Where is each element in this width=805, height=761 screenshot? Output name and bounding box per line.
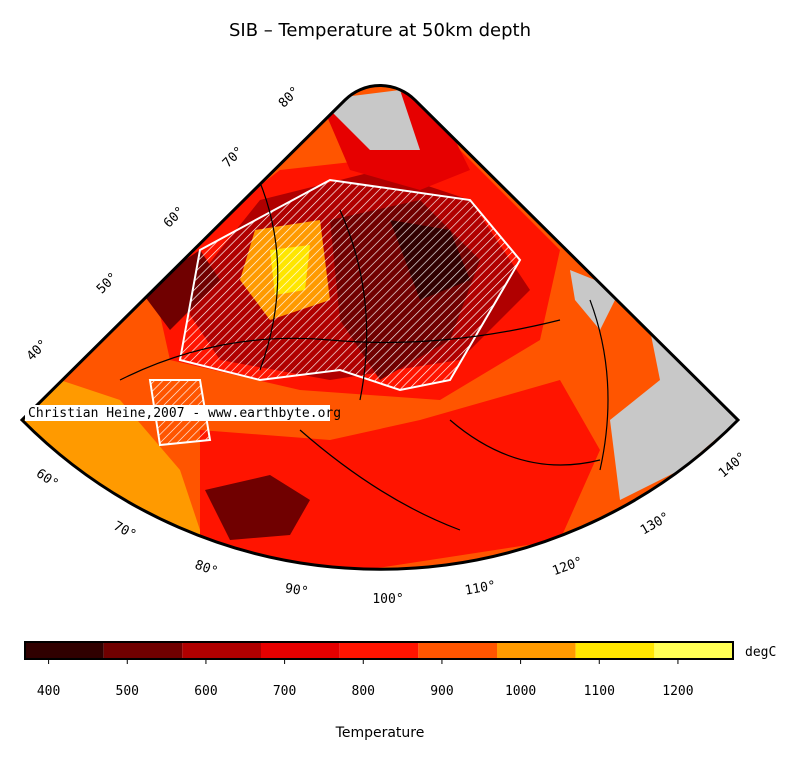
map	[22, 85, 738, 570]
colorbar-label: Temperature	[335, 725, 425, 741]
colorbar-bin	[261, 642, 340, 659]
colorbar-bin	[103, 642, 183, 659]
colorbar-bin	[497, 642, 576, 659]
colorbar-unit: degC	[745, 645, 776, 660]
coastline	[119, 159, 609, 531]
colorbar-tick-label: 400	[37, 684, 60, 699]
hatched-craton	[178, 178, 522, 392]
latitude-label: 40°	[24, 337, 51, 364]
longitude-label: 100°	[372, 592, 403, 607]
colorbar-tick-label: 600	[194, 684, 217, 699]
longitude-label: 130°	[638, 510, 673, 539]
colorbar-bin	[25, 642, 104, 659]
longitude-label: 60°	[33, 466, 61, 492]
colorbar-bin	[339, 642, 419, 659]
map-land-nodata	[610, 280, 738, 500]
watermark-box	[25, 405, 330, 421]
longitude-label: 90°	[284, 581, 310, 600]
latitude-label: 60°	[161, 204, 188, 231]
colorbar-tick-label: 500	[116, 684, 139, 699]
colorbar-tick-label: 1200	[662, 684, 693, 699]
latitude-label: 70°	[220, 144, 247, 171]
latitude-label: 80°	[276, 84, 303, 111]
map-frame	[19, 84, 741, 571]
colorbar-bin	[182, 642, 261, 659]
colorbar-tick-label: 700	[273, 684, 296, 699]
colorbar-tick-label: 1100	[584, 684, 615, 699]
map-land-nodata	[320, 90, 420, 150]
colorbar-bin	[418, 642, 497, 659]
longitude-label: 80°	[193, 558, 220, 580]
title: SIB – Temperature at 50km depth	[229, 20, 531, 41]
map-region	[205, 475, 310, 540]
map-region	[200, 380, 600, 570]
colorbar-bin	[654, 642, 733, 659]
latitude-label: 50°	[94, 270, 121, 297]
colorbar-frame	[24, 641, 734, 660]
colorbar: 400 500 600 700 800 900 1000 1100 1200 degC Temper…	[24, 641, 776, 741]
longitude-label: 140°	[716, 450, 750, 482]
longitude-label: 110°	[464, 578, 497, 598]
colorbar-tick-label: 900	[430, 684, 453, 699]
watermark: Christian Heine,2007 - www.earthbyte.org	[28, 406, 341, 421]
longitude-label: 120°	[551, 554, 586, 579]
colorbar-tick-label: 1000	[505, 684, 536, 699]
colorbar-tick-label: 800	[352, 684, 375, 699]
longitude-label: 70°	[111, 519, 139, 543]
colorbar-bin	[575, 642, 655, 659]
